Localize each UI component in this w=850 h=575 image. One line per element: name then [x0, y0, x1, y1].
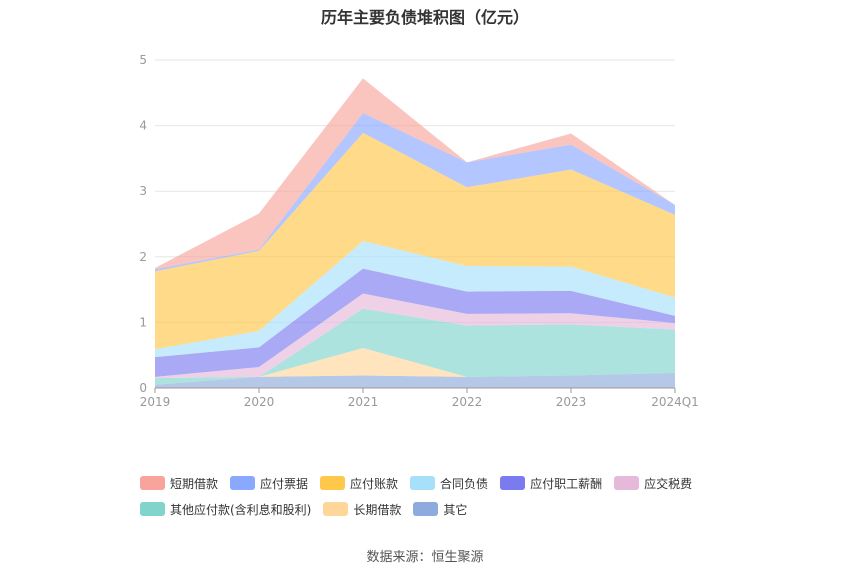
legend-label: 应付职工薪酬: [530, 476, 603, 491]
chart-legend: 短期借款 应付票据 应付账款 合同负债 应付职工薪酬 应交税费其他应付款(含利息和股利) 长…: [140, 470, 740, 522]
legend-label: 合同负债: [440, 476, 489, 491]
y-tick-label: 2: [139, 250, 147, 264]
legend-swatch: [140, 476, 165, 490]
axes: 0 1 2 3 4 5 2019 2020 2021 2022 2023 2024Q1: [139, 53, 698, 409]
legend-label: 应付账款: [350, 476, 399, 491]
legend-swatch: [140, 502, 165, 516]
legend-swatch: [413, 502, 439, 516]
legend-label: 其它: [443, 502, 468, 517]
legend-item[interactable]: 短期借款: [140, 475, 218, 492]
series-area: [155, 268, 675, 377]
series-areas: [155, 78, 675, 388]
chart-title: 历年主要负债堆积图（亿元）: [320, 8, 529, 27]
legend-item[interactable]: 其他应付款(含利息和股利): [140, 501, 311, 518]
legend-item[interactable]: 合同负债: [410, 475, 488, 492]
legend-swatch: [500, 476, 526, 490]
series-area: [155, 372, 675, 388]
legend-label: 短期借款: [170, 476, 219, 491]
data-source: 数据来源：恒生聚源: [366, 550, 484, 565]
series-area: [155, 241, 675, 358]
x-tick-label: 2020: [244, 395, 275, 409]
series-area: [155, 113, 675, 272]
y-tick-label: 3: [139, 184, 147, 198]
series-area: [155, 347, 675, 385]
x-tick-label: 2021: [348, 395, 379, 409]
series-area: [155, 132, 675, 350]
legend-item[interactable]: 应付票据: [230, 475, 308, 492]
y-tick-label: 4: [139, 119, 147, 133]
legend-swatch: [320, 476, 346, 490]
series-area: [155, 78, 675, 270]
legend-row: 其他应付款(含利息和股利) 长期借款 其它: [140, 496, 740, 522]
y-tick-label: 0: [139, 381, 147, 395]
y-tick-label: 5: [139, 53, 147, 67]
x-tick-label: 2023: [556, 395, 587, 409]
x-tick-label: 2024Q1: [651, 395, 699, 409]
legend-swatch: [230, 476, 256, 490]
legend-row: 短期借款 应付票据 应付账款 合同负债 应付职工薪酬 应交税费: [140, 470, 740, 496]
y-tick-label: 1: [139, 315, 147, 329]
legend-label: 其他应付款(含利息和股利): [170, 502, 312, 517]
legend-swatch: [323, 502, 349, 516]
legend-label: 长期借款: [353, 502, 402, 517]
legend-item[interactable]: 应付职工薪酬: [500, 475, 602, 492]
series-area: [155, 308, 675, 385]
x-tick-label: 2022: [452, 395, 483, 409]
legend-swatch: [410, 476, 436, 490]
legend-item[interactable]: 长期借款: [323, 501, 401, 518]
legend-item[interactable]: 其它: [413, 501, 467, 518]
stacked-area-chart: 0 1 2 3 4 5 2019 2020 2021 2022 2023 2024Q1: [139, 53, 698, 409]
legend-label: 应付票据: [260, 476, 309, 491]
series-area: [155, 293, 675, 379]
legend-item[interactable]: 应付账款: [320, 475, 398, 492]
x-tick-label: 2019: [140, 395, 171, 409]
legend-item[interactable]: 应交税费: [614, 475, 692, 492]
legend-label: 应交税费: [644, 476, 693, 491]
legend-swatch: [614, 476, 640, 490]
